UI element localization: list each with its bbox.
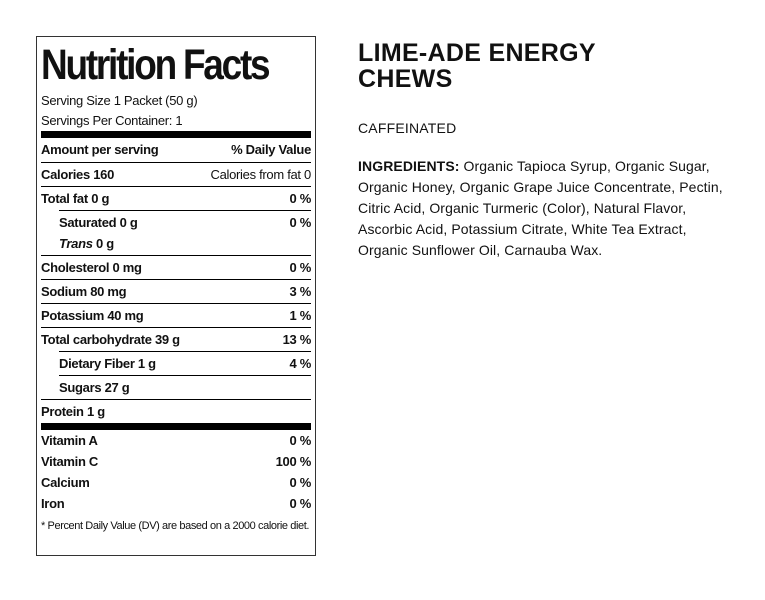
nutrient-row-total-fat: Total fat 0 g 0 % [41, 187, 311, 210]
vitamin-dv: 0 % [289, 475, 311, 490]
divider [41, 279, 311, 280]
nutrient-row-cholesterol: Cholesterol 0 mg 0 % [41, 256, 311, 279]
divider [41, 162, 311, 163]
servings-per-container: Servings Per Container: 1 [41, 113, 183, 128]
ingredients-list: INGREDIENTS: Organic Tapioca Syrup, Orga… [358, 156, 728, 261]
nutrient-amount: 40 mg [107, 308, 144, 323]
nutrient-amount: 0 g [119, 215, 138, 230]
nutrient-amount: 0 g [95, 236, 114, 251]
nutrient-row-total-carbohydrate: Total carbohydrate 39 g 13 % [41, 328, 311, 351]
calories-from-fat: Calories from fat 0 [210, 167, 311, 182]
vitamin-row: Iron 0 % [41, 493, 311, 514]
ingredients-label: INGREDIENTS: [358, 158, 460, 174]
serving-size: Serving Size 1 Packet (50 g) [41, 93, 198, 108]
divider [41, 186, 311, 187]
divider-thick [41, 131, 311, 138]
nutrient-dv: 0 % [289, 260, 311, 275]
nutrient-name: Protein [41, 404, 84, 419]
calories-label: Calories 160 [41, 167, 115, 182]
nutrient-dv: 4 % [289, 356, 311, 371]
nutrient-row-protein: Protein 1 g [41, 400, 311, 423]
nutrition-facts-label: Nutrition Facts Serving Size 1 Packet (5… [36, 36, 316, 556]
nutrient-name: Total fat [41, 191, 88, 206]
nutrient-dv: 0 % [289, 215, 311, 230]
daily-value-header: % Daily Value [231, 142, 311, 157]
divider-thick [41, 423, 311, 430]
divider [59, 351, 311, 352]
divider [59, 210, 311, 211]
divider [41, 399, 311, 400]
nutrient-dv: 0 % [289, 191, 311, 206]
nutrient-name: Cholesterol [41, 260, 110, 275]
nutrient-row-saturated: Saturated 0 g 0 % [41, 211, 311, 234]
vitamin-name: Calcium [41, 475, 90, 490]
nutrient-amount: 0 g [91, 191, 110, 206]
vitamin-row: Calcium 0 % [41, 472, 311, 493]
nutrient-name: Trans [59, 236, 93, 251]
divider [41, 327, 311, 328]
nutrient-name: Saturated [59, 215, 117, 230]
product-name-line2: CHEWS [358, 65, 453, 93]
product-name: LIME-ADE ENERGY CHEWS [358, 40, 728, 92]
nutrient-amount: 1 g [137, 356, 156, 371]
nutrient-name: Dietary Fiber [59, 356, 135, 371]
divider [41, 303, 311, 304]
vitamin-dv: 0 % [289, 496, 311, 511]
vitamin-name: Vitamin C [41, 454, 99, 469]
amount-per-serving-label: Amount per serving [41, 142, 159, 157]
amount-header-row: Amount per serving % Daily Value [41, 138, 311, 162]
nutrient-amount: 80 mg [90, 284, 127, 299]
divider [41, 255, 311, 256]
ingredients-text: Organic Tapioca Syrup, Organic Sugar, Or… [358, 158, 723, 258]
nutrient-amount: 27 g [104, 380, 130, 395]
nutrient-name: Potassium [41, 308, 105, 323]
nutrient-dv: 13 % [282, 332, 312, 347]
nutrient-name: Sodium [41, 284, 87, 299]
nutrient-name: Sugars [59, 380, 102, 395]
nutrient-row-trans: Trans 0 g [41, 232, 311, 255]
daily-value-footnote: * Percent Daily Value (DV) are based on … [41, 520, 310, 532]
nutrient-name: Total carbohydrate [41, 332, 152, 347]
nutrient-row-potassium: Potassium 40 mg 1 % [41, 304, 311, 327]
vitamin-dv: 100 % [275, 454, 312, 469]
product-name-line1: LIME-ADE ENERGY [358, 39, 596, 67]
vitamin-name: Vitamin A [41, 433, 98, 448]
vitamin-row: Vitamin A 0 % [41, 430, 311, 451]
product-info: LIME-ADE ENERGY CHEWS CAFFEINATED INGRED… [358, 40, 728, 261]
vitamin-row: Vitamin C 100 % [41, 451, 311, 472]
divider [59, 375, 311, 376]
nutrient-row-dietary-fiber: Dietary Fiber 1 g 4 % [41, 352, 311, 375]
caffeine-note: CAFFEINATED [358, 120, 457, 136]
vitamin-name: Iron [41, 496, 65, 511]
nutrient-dv: 3 % [289, 284, 311, 299]
nutrient-dv: 1 % [289, 308, 311, 323]
nutrient-row-sugars: Sugars 27 g [41, 376, 311, 399]
nutrient-amount: 0 mg [112, 260, 142, 275]
nutrient-row-sodium: Sodium 80 mg 3 % [41, 280, 311, 303]
nutrient-amount: 1 g [87, 404, 105, 419]
nutrition-facts-title: Nutrition Facts [41, 41, 271, 89]
calories-row: Calories 160 Calories from fat 0 [41, 163, 311, 186]
nutrient-amount: 39 g [154, 332, 180, 347]
vitamin-dv: 0 % [289, 433, 311, 448]
